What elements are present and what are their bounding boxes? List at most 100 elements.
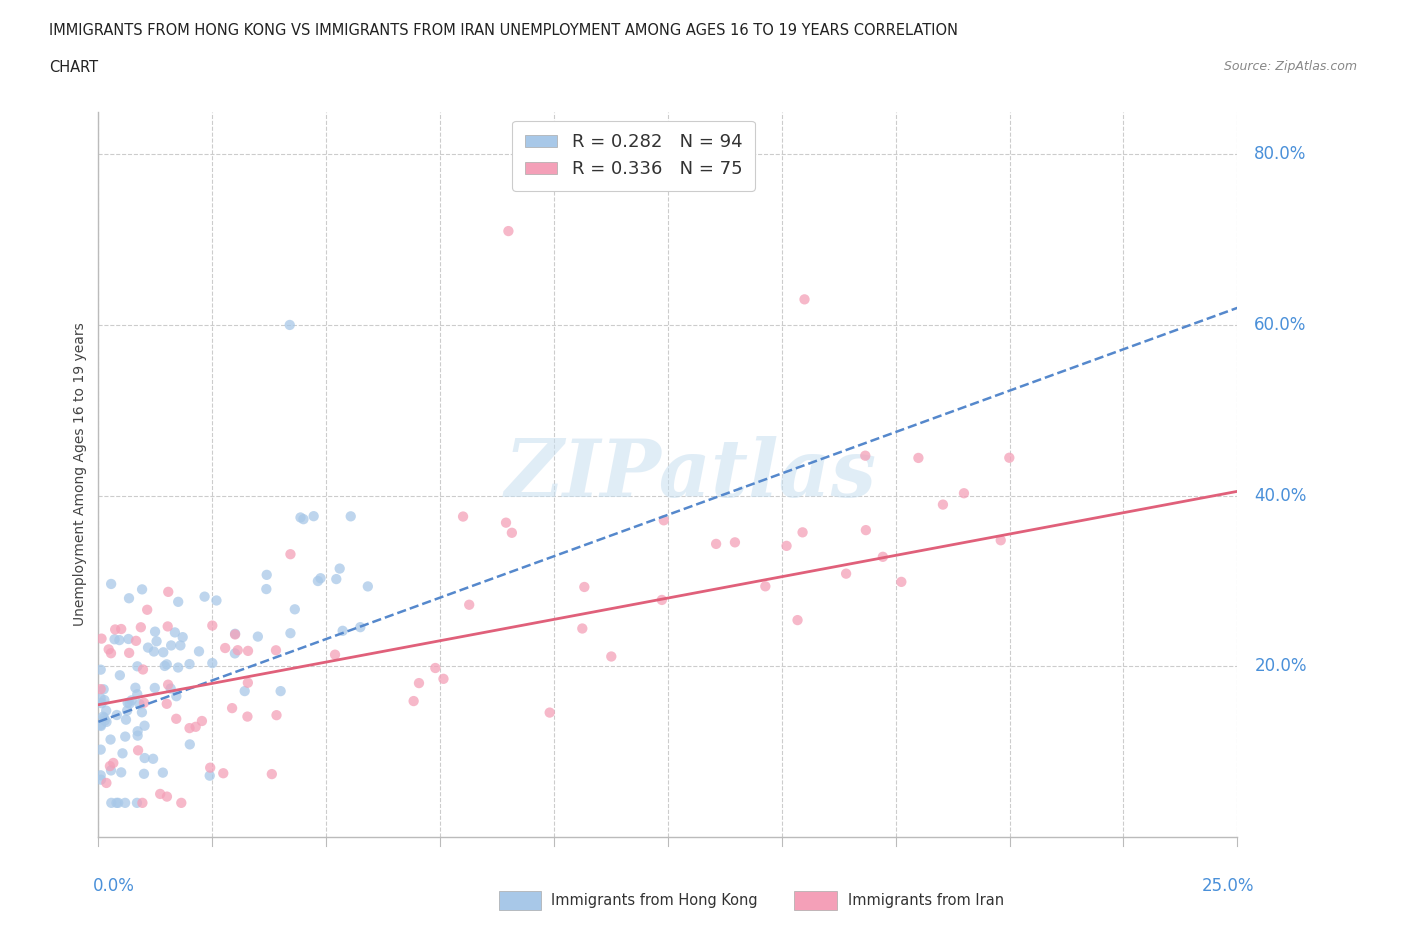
Point: [724, 535, 747, 550]
Point: [201, 656, 224, 671]
Point: [143, 624, 166, 639]
Text: Immigrants from Iran: Immigrants from Iran: [848, 893, 1004, 908]
Point: [170, 795, 193, 810]
Point: [221, 700, 243, 715]
Text: Immigrants from Hong Kong: Immigrants from Hong Kong: [551, 893, 758, 908]
Point: [115, 703, 138, 718]
Point: [302, 509, 325, 524]
Point: [107, 795, 129, 810]
Point: [201, 618, 224, 633]
Point: [332, 623, 354, 638]
Point: [152, 644, 174, 659]
Point: [152, 765, 174, 780]
Point: [212, 765, 235, 780]
Point: [134, 718, 156, 733]
Point: [329, 561, 352, 576]
Point: [309, 571, 332, 586]
Point: [142, 751, 165, 766]
Point: [786, 613, 808, 628]
Point: [125, 795, 148, 810]
Point: [432, 671, 454, 686]
Point: [451, 509, 474, 524]
Point: [105, 795, 128, 810]
Point: [90, 768, 112, 783]
Point: [198, 768, 221, 783]
Text: 80.0%: 80.0%: [1254, 145, 1306, 164]
Point: [121, 693, 143, 708]
Point: [458, 597, 481, 612]
Point: [224, 627, 246, 642]
Point: [132, 662, 155, 677]
Point: [100, 577, 122, 591]
Point: [105, 708, 128, 723]
Point: [153, 658, 176, 673]
Point: [264, 643, 287, 658]
Point: [128, 697, 150, 711]
Point: [890, 575, 912, 590]
Point: [100, 732, 122, 747]
Point: [110, 765, 132, 780]
Point: [117, 631, 139, 646]
Point: [855, 523, 877, 538]
Point: [224, 646, 246, 661]
Point: [357, 579, 380, 594]
Point: [236, 644, 259, 658]
Point: [792, 525, 814, 539]
Point: [129, 619, 152, 634]
Point: [97, 642, 120, 657]
Point: [793, 292, 815, 307]
Point: [100, 645, 122, 660]
Point: [280, 626, 302, 641]
Point: [290, 510, 312, 525]
Point: [495, 515, 517, 530]
Point: [156, 790, 179, 804]
Point: [501, 525, 523, 540]
Point: [131, 795, 153, 810]
Point: [165, 711, 187, 726]
Point: [90, 696, 112, 711]
Point: [127, 724, 149, 738]
Point: [224, 626, 246, 641]
Point: [103, 631, 125, 646]
Point: [307, 574, 329, 589]
Point: [169, 638, 191, 653]
Point: [256, 567, 278, 582]
Point: [90, 772, 112, 787]
Point: [652, 512, 675, 527]
Point: [236, 675, 259, 690]
Point: [143, 681, 166, 696]
Point: [90, 682, 112, 697]
Point: [93, 711, 115, 725]
Point: [932, 498, 955, 512]
Point: [853, 448, 876, 463]
Point: [835, 566, 858, 581]
Text: IMMIGRANTS FROM HONG KONG VS IMMIGRANTS FROM IRAN UNEMPLOYMENT AMONG AGES 16 TO : IMMIGRANTS FROM HONG KONG VS IMMIGRANTS …: [49, 23, 959, 38]
Point: [157, 677, 180, 692]
Point: [260, 766, 283, 781]
Point: [179, 737, 201, 751]
Point: [990, 533, 1012, 548]
Text: 25.0%: 25.0%: [1202, 877, 1254, 895]
Point: [246, 629, 269, 644]
Text: Source: ZipAtlas.com: Source: ZipAtlas.com: [1223, 60, 1357, 73]
Point: [118, 591, 141, 605]
Point: [111, 746, 134, 761]
Y-axis label: Unemployment Among Ages 16 to 19 years: Unemployment Among Ages 16 to 19 years: [73, 323, 87, 626]
Point: [325, 572, 347, 587]
Point: [90, 718, 112, 733]
Point: [104, 622, 127, 637]
Point: [704, 537, 727, 551]
Point: [127, 658, 149, 673]
Point: [100, 763, 122, 777]
Point: [775, 538, 797, 553]
Point: [93, 693, 115, 708]
Point: [236, 710, 259, 724]
Point: [145, 634, 167, 649]
Text: 0.0%: 0.0%: [93, 877, 135, 895]
Point: [127, 743, 149, 758]
Point: [131, 582, 153, 597]
Point: [425, 660, 447, 675]
Point: [179, 721, 201, 736]
Point: [96, 703, 118, 718]
Point: [754, 578, 776, 593]
